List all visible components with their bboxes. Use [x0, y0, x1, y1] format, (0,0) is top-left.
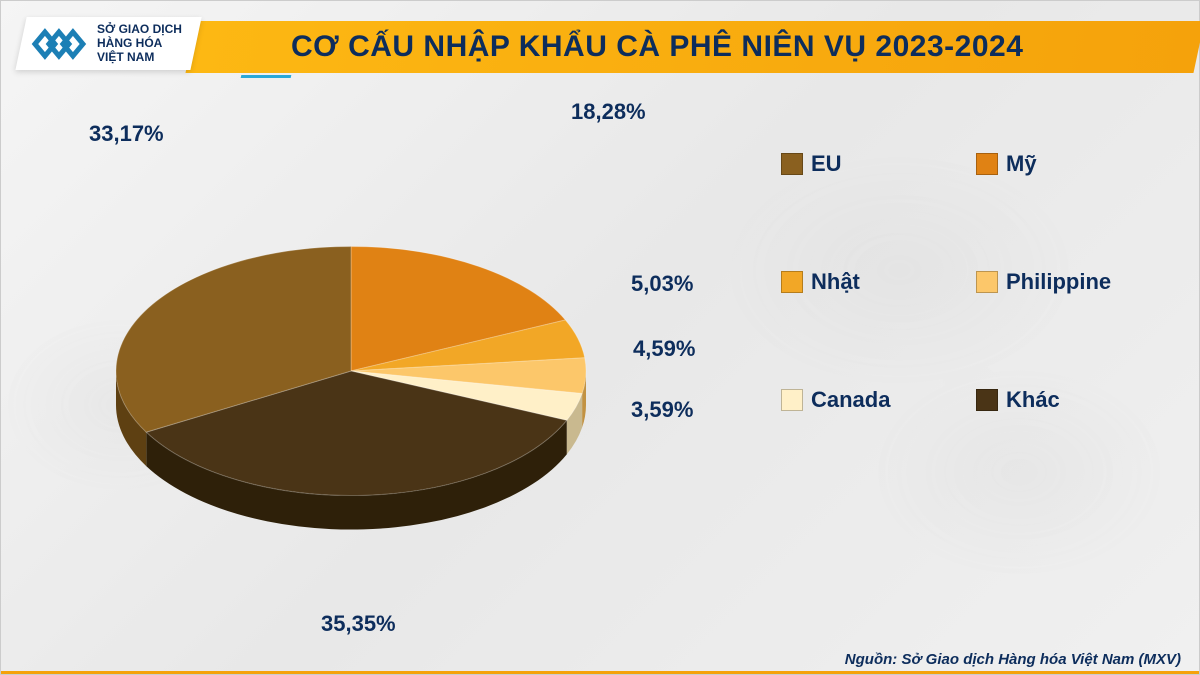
slice-label: 4,59%: [633, 336, 695, 362]
header: SỞ GIAO DỊCH HÀNG HÓA VIỆT NAM CƠ CẤU NH…: [1, 1, 1199, 87]
logo: SỞ GIAO DỊCH HÀNG HÓA VIỆT NAM: [15, 17, 201, 70]
legend-label: Khác: [1006, 387, 1060, 413]
page-title: CƠ CẤU NHẬP KHẨU CÀ PHÊ NIÊN VỤ 2023-202…: [291, 30, 1023, 64]
legend-item: Canada: [781, 387, 966, 413]
bottom-accent-line: [1, 671, 1199, 674]
legend-item: Mỹ: [976, 151, 1161, 177]
legend-item: Nhật: [781, 269, 966, 295]
pie-chart: [41, 81, 661, 661]
slice-label-text: 18,28%: [571, 99, 646, 124]
legend-swatch: [976, 271, 998, 293]
legend-swatch: [781, 389, 803, 411]
logo-mark-icon: [31, 24, 87, 64]
title-bar: CƠ CẤU NHẬP KHẨU CÀ PHÊ NIÊN VỤ 2023-202…: [185, 21, 1200, 73]
legend-label: Nhật: [811, 269, 860, 295]
chart-area: 18,28% 5,03% 4,59% 3,59% 35,35% 33,17% EU Mỹ Nh…: [1, 91, 1199, 644]
source-attribution: Nguồn: Sở Giao dịch Hàng hóa Việt Nam (M…: [845, 651, 1181, 668]
legend-swatch: [976, 389, 998, 411]
slice-label-text: 33,17%: [89, 121, 164, 146]
logo-line: VIỆT NAM: [97, 51, 182, 65]
legend-item: Khác: [976, 387, 1161, 413]
accent-line: [241, 75, 292, 78]
legend-swatch: [781, 153, 803, 175]
legend-swatch: [976, 153, 998, 175]
legend-label: Philippine: [1006, 269, 1111, 295]
slice-label: 18,28%: [571, 99, 646, 125]
slice-label: 5,03%: [631, 271, 693, 297]
slice-label: 35,35%: [321, 611, 396, 637]
legend-item: EU: [781, 151, 966, 177]
legend-label: Canada: [811, 387, 890, 413]
slice-label-text: 5,03%: [631, 271, 693, 296]
slice-label: 3,59%: [631, 397, 693, 423]
slice-label: 33,17%: [89, 121, 164, 147]
slice-label-text: 35,35%: [321, 611, 396, 636]
logo-text: SỞ GIAO DỊCH HÀNG HÓA VIỆT NAM: [97, 23, 182, 64]
legend-label: Mỹ: [1006, 151, 1037, 177]
legend-label: EU: [811, 151, 842, 177]
legend: EU Mỹ Nhật Philippine Canada Khác: [781, 151, 1161, 413]
logo-line: HÀNG HÓA: [97, 37, 182, 51]
slice-label-text: 3,59%: [631, 397, 693, 422]
legend-swatch: [781, 271, 803, 293]
legend-item: Philippine: [976, 269, 1161, 295]
slice-label-text: 4,59%: [633, 336, 695, 361]
